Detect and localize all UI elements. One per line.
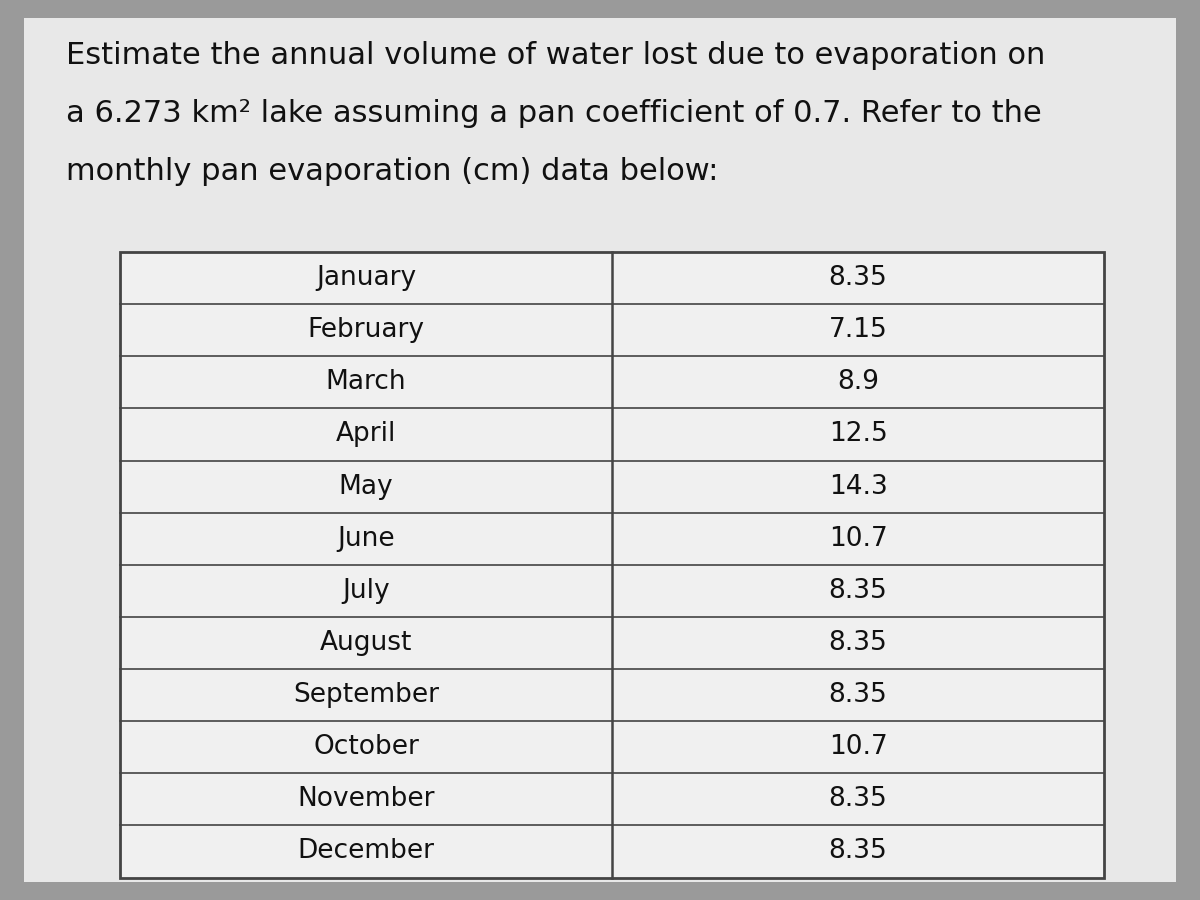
Text: May: May <box>338 473 394 500</box>
Text: July: July <box>342 578 390 604</box>
Text: Estimate the annual volume of water lost due to evaporation on: Estimate the annual volume of water lost… <box>66 40 1045 69</box>
Text: monthly pan evaporation (cm) data below:: monthly pan evaporation (cm) data below: <box>66 158 719 186</box>
Text: 12.5: 12.5 <box>829 421 887 447</box>
Text: February: February <box>307 317 425 343</box>
Text: 14.3: 14.3 <box>829 473 887 500</box>
Text: 8.35: 8.35 <box>829 578 887 604</box>
Bar <box>120 252 1104 878</box>
Text: 8.9: 8.9 <box>838 369 880 395</box>
Text: March: March <box>325 369 407 395</box>
Text: 8.35: 8.35 <box>829 630 887 656</box>
Text: 8.35: 8.35 <box>829 266 887 291</box>
Text: November: November <box>298 787 434 813</box>
Text: October: October <box>313 734 419 760</box>
Text: 10.7: 10.7 <box>829 526 887 552</box>
Text: June: June <box>337 526 395 552</box>
Text: 7.15: 7.15 <box>829 317 887 343</box>
Text: April: April <box>336 421 396 447</box>
Text: a 6.273 km² lake assuming a pan coefficient of 0.7. Refer to the: a 6.273 km² lake assuming a pan coeffici… <box>66 99 1042 128</box>
Bar <box>120 252 1104 878</box>
Text: January: January <box>316 266 416 291</box>
Text: 8.35: 8.35 <box>829 839 887 864</box>
Text: 10.7: 10.7 <box>829 734 887 760</box>
Text: December: December <box>298 839 434 864</box>
Text: 8.35: 8.35 <box>829 682 887 708</box>
Text: 8.35: 8.35 <box>829 787 887 813</box>
Text: September: September <box>293 682 439 708</box>
Text: August: August <box>320 630 412 656</box>
